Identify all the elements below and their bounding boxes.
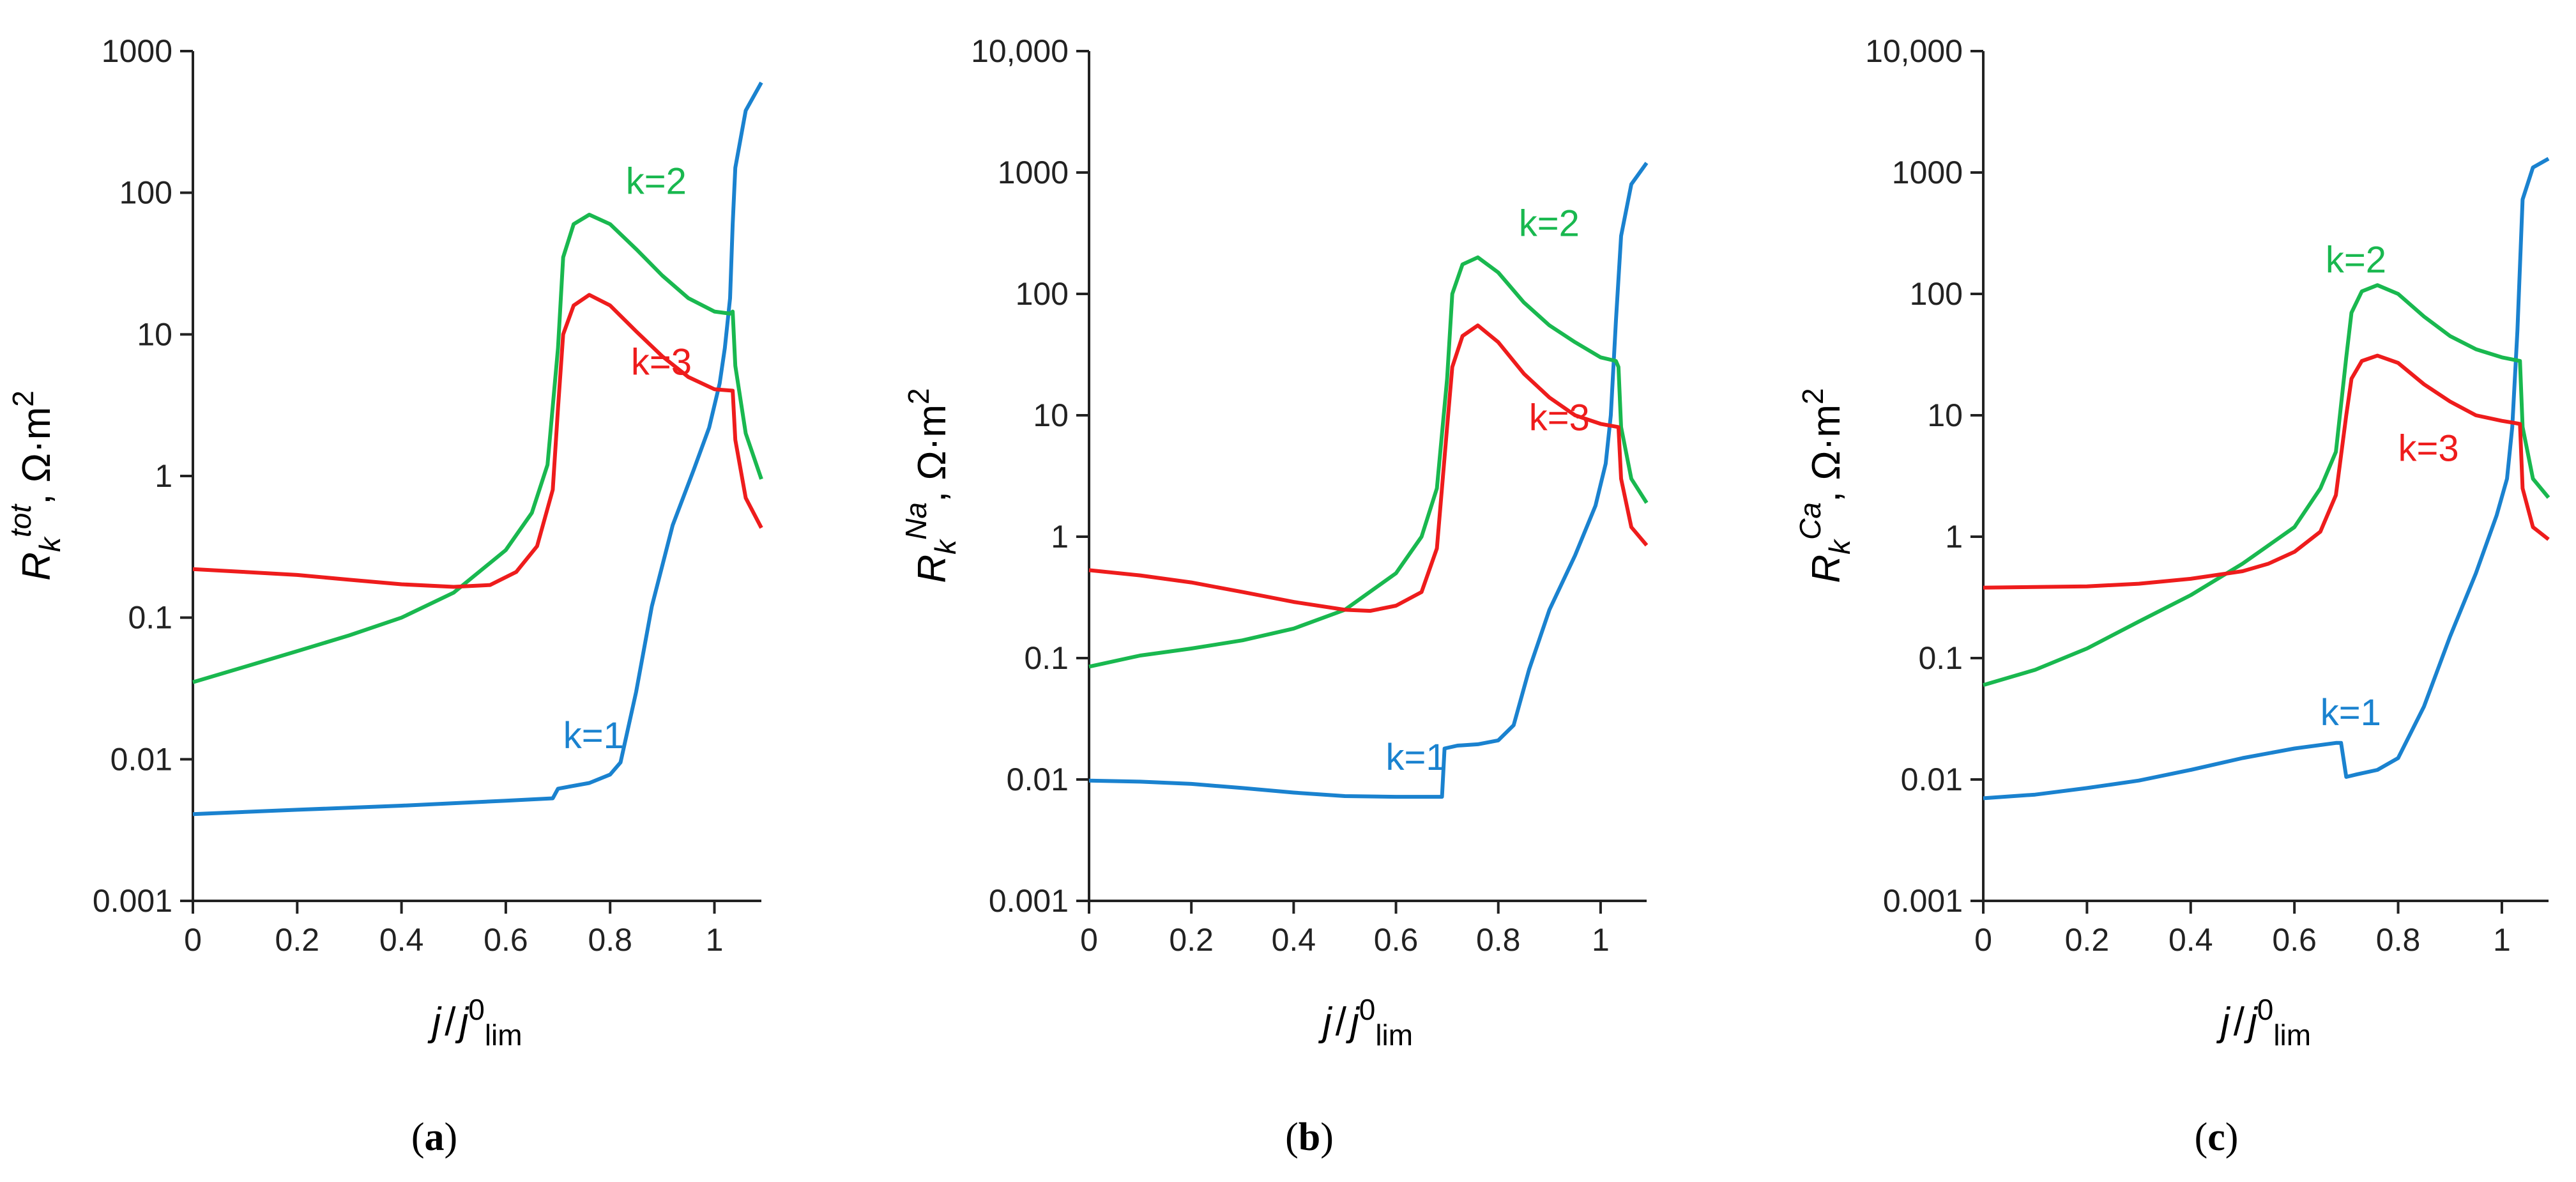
series-label: k=2: [1519, 203, 1580, 244]
y-tick-label: 1000: [102, 33, 172, 69]
y-tick-label: 0.01: [111, 741, 172, 777]
y-tick-label: 0.001: [1883, 883, 1963, 919]
x-tick-label: 0.6: [484, 922, 528, 958]
y-tick-label: 1: [155, 458, 172, 494]
x-tick-label: 0.2: [1169, 922, 1214, 958]
y-tick-label: 0.001: [93, 883, 172, 919]
x-tick-label: 0.6: [1374, 922, 1419, 958]
x-tick-label: 0.2: [2065, 922, 2110, 958]
y-tick-label: 10: [1927, 397, 1963, 433]
x-tick-label: 0.4: [2168, 922, 2213, 958]
y-tick-label: 1: [1051, 519, 1069, 555]
y-tick-label: 10: [1033, 397, 1069, 433]
y-axis-label: RkCa, Ω·m2: [1794, 388, 1856, 583]
x-tick-label: 0: [1974, 922, 1992, 958]
x-tick-label: 0.8: [588, 922, 632, 958]
series-label: k=1: [563, 715, 624, 756]
x-tick-label: 0.4: [379, 922, 424, 958]
series-line-k3: [1088, 323, 1649, 613]
series-line-k3: [192, 293, 763, 589]
panel-label: (c): [2195, 1116, 2239, 1159]
y-tick-label: 0.1: [128, 600, 172, 636]
y-tick-label: 0.01: [1007, 762, 1069, 797]
series-label: k=3: [1529, 397, 1590, 439]
y-tick-label: 10,000: [971, 33, 1069, 69]
x-axis-label: j/j0lim: [427, 993, 522, 1052]
series-label: k=3: [2398, 428, 2459, 470]
chart-panel-b: 0.001 0.01 0.1 1 10 100 1000 10,000 0 0.2 0.4 0.6 0.…: [899, 33, 1649, 1159]
chart-panel-a: 0.001 0.01 0.1 1 10 100 1000 0 0.2 0.4 0.6 0.8 1 k=1 k…: [4, 33, 763, 1159]
x-tick-label: 0.2: [275, 922, 320, 958]
series-label: k=2: [2326, 240, 2386, 281]
x-tick-label: 1: [2493, 922, 2511, 958]
series-label: k=1: [2321, 692, 2381, 733]
x-tick-label: 0.8: [2376, 922, 2421, 958]
y-tick-label: 100: [119, 175, 172, 211]
series-label: k=3: [631, 341, 692, 383]
series-line-k1: [1088, 162, 1649, 799]
panel-label: (b): [1285, 1116, 1334, 1159]
y-tick-label: 0.001: [989, 883, 1069, 919]
y-axis-label: Rktot, Ω·m2: [4, 390, 66, 581]
y-tick-label: 0.1: [1024, 640, 1069, 676]
series-label: k=2: [626, 161, 687, 203]
y-tick-label: 1000: [998, 155, 1069, 190]
x-axis-label: j/j0lim: [1318, 993, 1413, 1052]
y-tick-label: 10,000: [1865, 33, 1963, 69]
panel-label: (a): [411, 1116, 457, 1159]
x-tick-label: 0: [184, 922, 202, 958]
series-line-k2: [1983, 283, 2550, 687]
x-axis-label: j/j0lim: [2216, 993, 2311, 1052]
x-tick-label: 0.6: [2272, 922, 2317, 958]
series-line-k2: [1088, 255, 1649, 669]
y-tick-label: 1000: [1892, 155, 1963, 190]
series-line-k2: [192, 213, 763, 684]
x-tick-label: 1: [706, 922, 724, 958]
x-tick-label: 1: [1592, 922, 1610, 958]
y-tick-label: 10: [137, 316, 172, 352]
y-tick-label: 100: [1910, 276, 1963, 312]
series-line-k3: [1983, 353, 2550, 590]
series-line-k1: [1983, 157, 2550, 801]
x-tick-label: 0.8: [1476, 922, 1521, 958]
y-tick-label: 0.1: [1918, 640, 1963, 676]
x-tick-label: 0.4: [1272, 922, 1316, 958]
y-tick-label: 0.01: [1901, 762, 1963, 797]
y-axis-label: RkNa, Ω·m2: [899, 388, 962, 583]
series-label: k=1: [1386, 737, 1447, 778]
chart-panel-c: 0.001 0.01 0.1 1 10 100 1000 10,000 0 0.2 0.4 0.6 0.…: [1794, 33, 2550, 1159]
series-line-k1: [192, 81, 763, 817]
y-tick-label: 1: [1945, 519, 1963, 555]
y-tick-label: 100: [1016, 276, 1069, 312]
x-tick-label: 0: [1080, 922, 1098, 958]
